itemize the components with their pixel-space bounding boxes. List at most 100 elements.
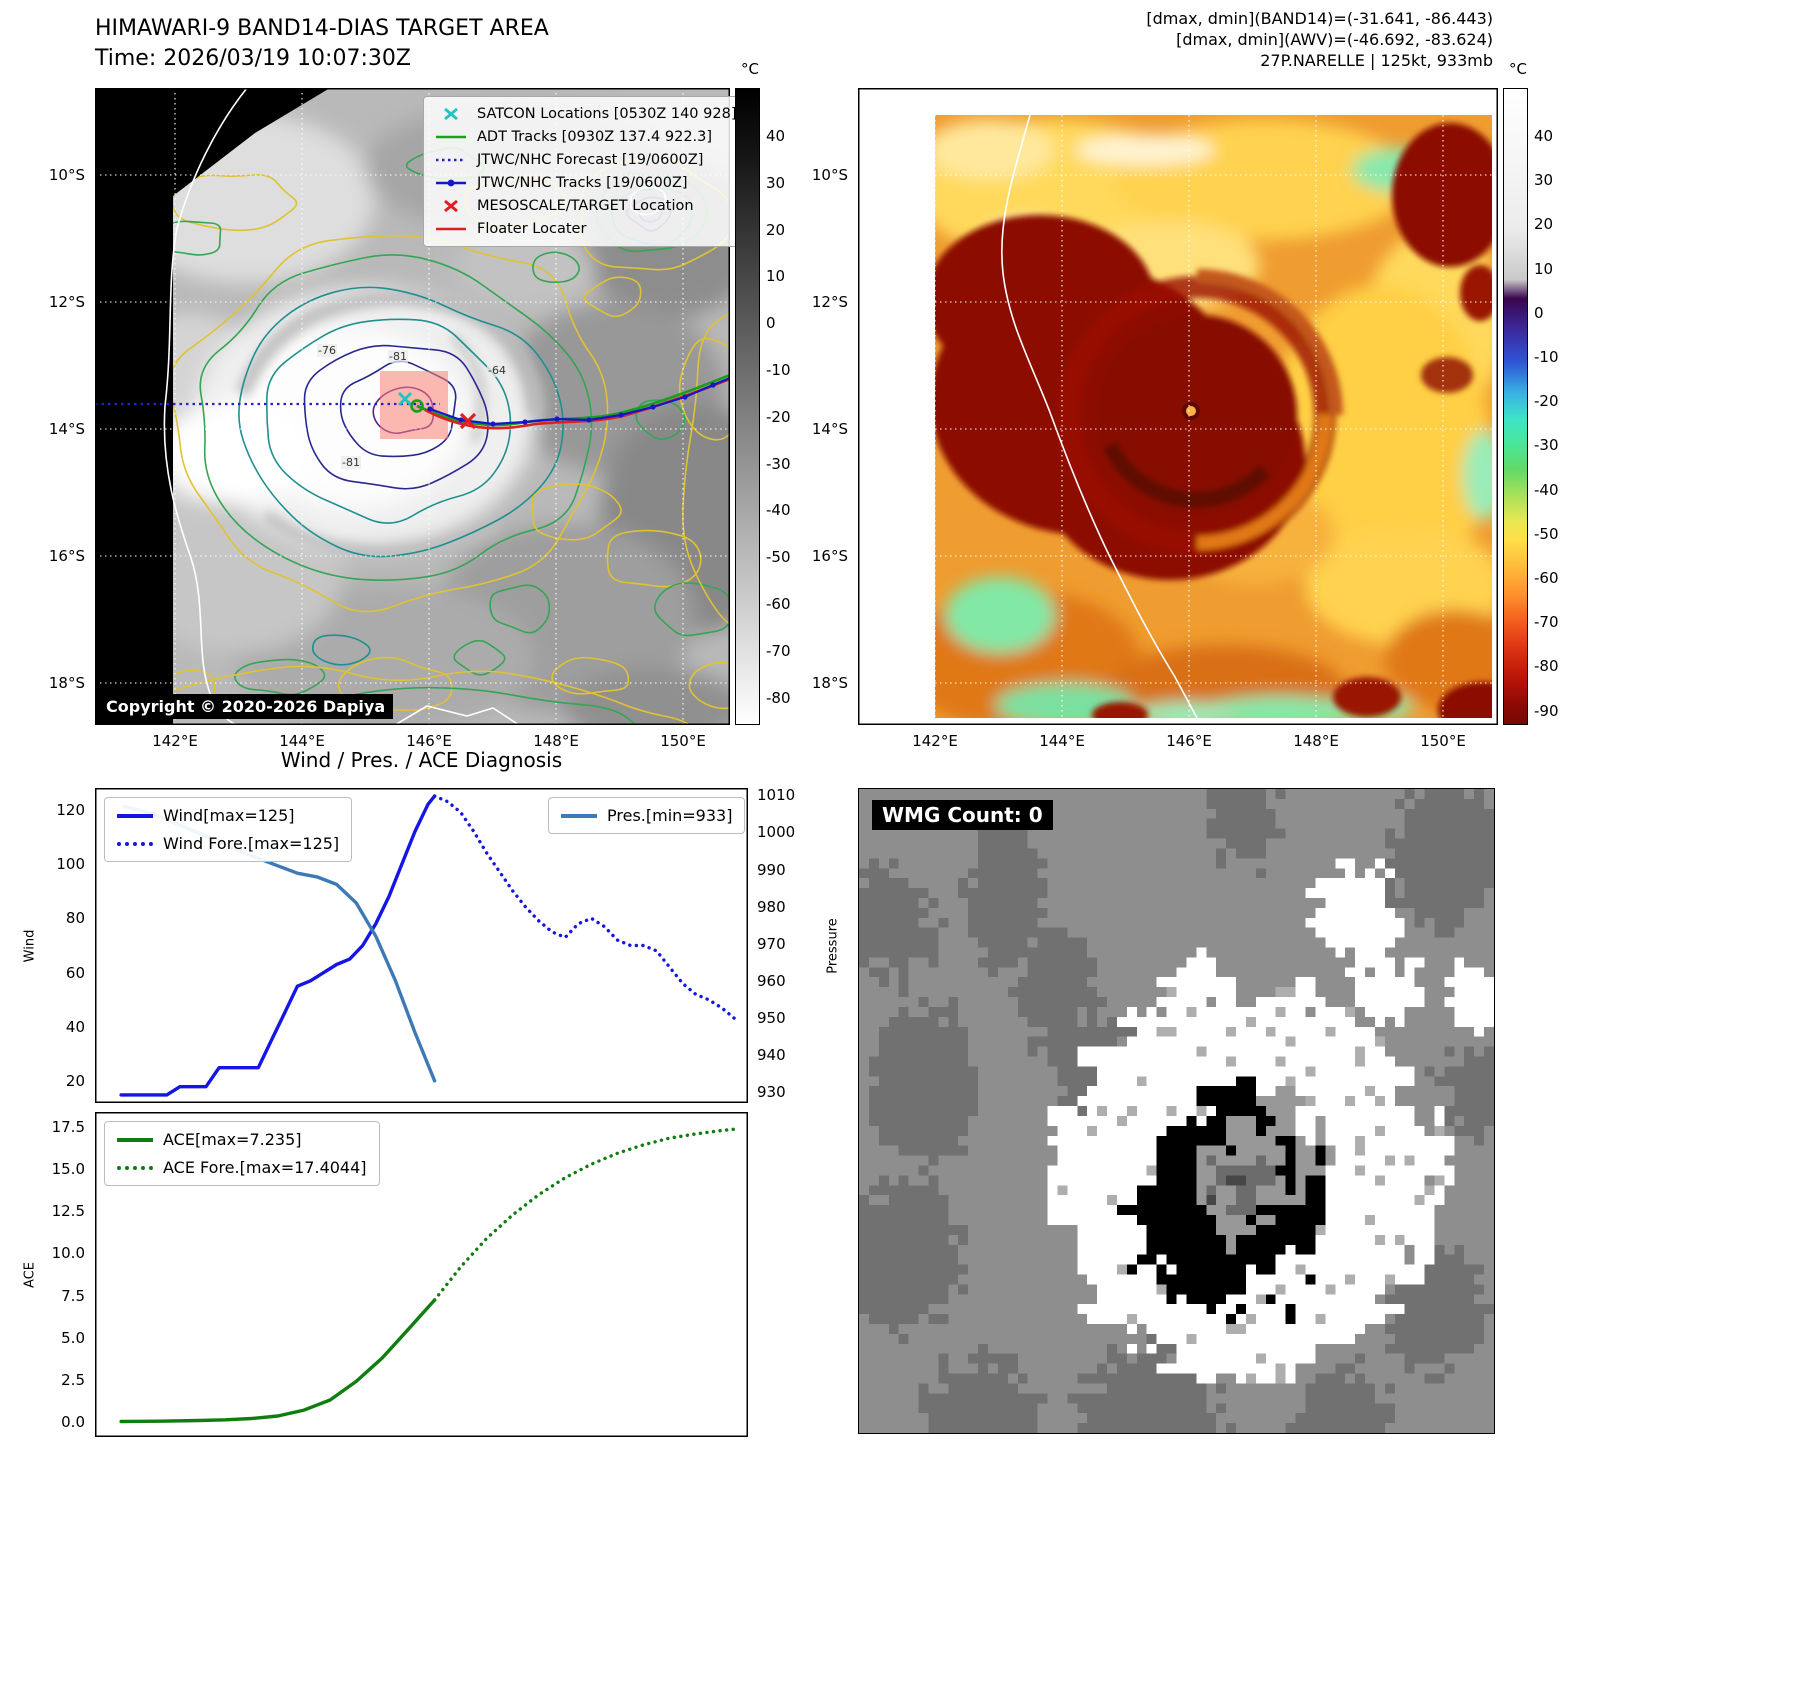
jtwc-forecast-icon [436,158,466,162]
tick-label: -10 [1534,348,1559,366]
contour-label: -64 [487,364,507,377]
tick-label: 142°E [152,732,198,750]
tick-label: 940 [757,1045,786,1064]
legend-item-wind: Wind[max=125] [117,806,339,825]
legend-label: JTWC/NHC Forecast [19/0600Z] [477,152,704,168]
adt-center-marker [410,399,424,413]
tick-label: -70 [766,641,791,660]
tick-label: -20 [1534,392,1559,411]
legend-label: ACE[max=7.235] [163,1130,302,1149]
tick-label: 148°E [533,732,579,750]
legend-label: SATCON Locations [0530Z 140 928] [477,106,737,122]
jtwc-track-points [427,382,716,427]
contour-label: -81 [388,350,408,363]
tick-label: -50 [766,548,791,567]
tick-label: 17.5 [51,1118,85,1137]
ace-legend: ACE[max=7.235] ACE Fore.[max=17.4044] [104,1121,380,1186]
tick-label: 0.0 [61,1412,85,1431]
tick-label: 144°E [279,732,325,750]
tick-label: 10 [766,267,786,286]
jtwc-track-icon [436,179,466,187]
awv-satellite-map [858,88,1498,725]
tick-label: 80 [65,909,85,928]
tick-label: 142°E [912,732,958,750]
wind-legend: Wind[max=125] Wind Fore.[max=125] [104,797,353,862]
tick-label: -70 [1534,613,1559,632]
tick-label: 12°S [811,293,848,311]
wmg-pixel-image [859,789,1494,1433]
awv-header-line-2: [dmax, dmin](AWV)=(-46.692, -83.624) [1176,30,1493,49]
tick-label: 12.5 [51,1202,85,1221]
contour-label: -81 [341,456,361,469]
mesoscale-target-icon [444,199,458,213]
band14-title: HIMAWARI-9 BAND14-DIAS TARGET AREA [95,16,549,41]
legend-item-ace: ACE[max=7.235] [117,1130,367,1149]
latlon-grid [935,115,1492,718]
tick-label: 980 [757,897,786,916]
contour-label: -76 [317,344,337,357]
wind-forecast-swatch-icon [117,841,153,846]
cyclone-eye [1186,406,1196,416]
tick-label: 930 [757,1082,786,1101]
legend-label: MESOSCALE/TARGET Location [477,198,694,214]
tick-label: 18°S [48,674,85,692]
tick-label: 120 [56,800,85,819]
tick-label: 990 [757,860,786,879]
legend-label: Floater Locater [477,221,587,237]
tick-label: -20 [766,407,791,426]
legend-label: ACE Fore.[max=17.4044] [163,1158,367,1177]
legend-item-floater: Floater Locater [434,219,736,239]
tick-label: 1010 [757,786,796,805]
tick-label: 30 [766,173,786,192]
tick-label: -40 [1534,480,1559,499]
floater-locater-icon [436,227,466,231]
awv-header-line-1: [dmax, dmin](BAND14)=(-31.641, -86.443) [1146,9,1493,28]
tick-label: 18°S [811,674,848,692]
tick-label: 10 [1534,259,1554,278]
legend-label: Wind[max=125] [163,806,295,825]
tick-label: 12°S [48,293,85,311]
band14-frame [95,88,730,725]
tick-label: 970 [757,934,786,953]
awv-frame [858,88,1498,725]
legend-item-wind-forecast: Wind Fore.[max=125] [117,834,339,853]
legend-item-mesoscale: MESOSCALE/TARGET Location [434,196,736,216]
tick-label: 16°S [48,547,85,565]
pressure-line-swatch-icon [561,813,597,818]
awv-colorbar [1503,88,1528,725]
band14-colorbar [735,88,760,725]
awv-header: [dmax, dmin](BAND14)=(-31.641, -86.443) … [900,8,1493,71]
target-marker-icon [459,412,477,430]
satcon-marker-icon [444,107,458,121]
band14-time-label: Time: 2026/03/19 10:07:30Z [95,46,411,71]
tick-label: -10 [766,361,791,379]
tick-label: 14°S [48,420,85,438]
legend-item-adt: ADT Tracks [0930Z 137.4 922.3] [434,127,736,147]
tick-label: 15.0 [51,1160,85,1179]
tick-label: 40 [1534,127,1554,145]
tick-label: 60 [65,963,85,982]
cloud-spiral-texture [237,289,543,560]
tick-label: 1000 [757,823,796,842]
legend-item-ace-forecast: ACE Fore.[max=17.4044] [117,1158,367,1177]
tick-label: -50 [1534,524,1559,543]
tick-label: 30 [1534,171,1554,190]
tick-label: 950 [757,1008,786,1027]
tick-label: -40 [766,501,791,520]
tick-label: 16°S [811,547,848,565]
satcon-marker-icon [397,391,413,407]
tick-label: 150°E [660,732,706,750]
tick-label: 10.0 [51,1244,85,1263]
tick-label: 7.5 [61,1286,85,1305]
tick-label: -60 [766,595,791,613]
wind-line-swatch-icon [117,813,153,818]
band14-colorbar-unit: °C [741,60,759,78]
tick-label: 20 [65,1072,85,1091]
tick-label: 40 [766,127,786,145]
band14-legend: SATCON Locations [0530Z 140 928] ADT Tra… [423,96,748,247]
tick-label: -80 [1534,657,1559,676]
legend-label: Pres.[min=933] [607,806,733,825]
wmg-count-badge: WMG Count: 0 [872,800,1053,830]
tick-label: 40 [65,1017,85,1036]
